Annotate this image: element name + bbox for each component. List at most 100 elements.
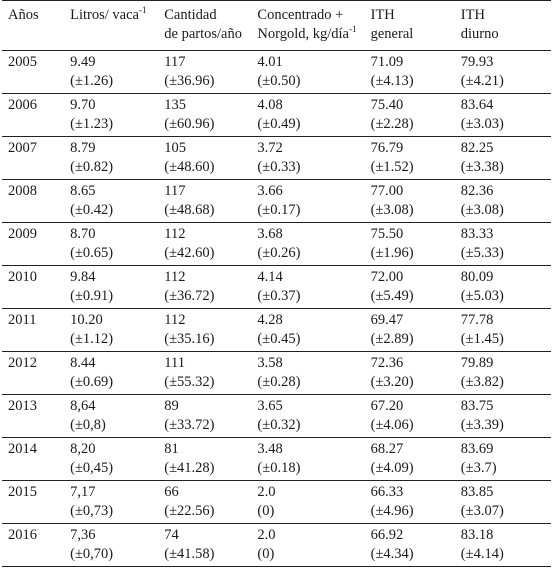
std-deviation: (±0.69) [70, 374, 114, 390]
ith-general-cell: 67.20 (±4.06) [371, 395, 461, 438]
mean-value: 2.0 [257, 484, 276, 500]
litros-cell: 8.44 (±0.69) [70, 352, 164, 395]
litros-cell: 8.65 (±0.42) [70, 180, 164, 223]
std-deviation: (±1.12) [70, 331, 114, 347]
mean-value: 2.0 [257, 527, 276, 543]
mean-value: 83.18 [460, 527, 494, 543]
std-deviation: (±1.23) [70, 116, 114, 132]
ith-general-cell: 72.36 (±3.20) [371, 352, 461, 395]
std-deviation: (±35.16) [164, 331, 215, 347]
std-deviation: (±4.96) [370, 503, 414, 519]
std-deviation: (±2.28) [370, 116, 414, 132]
header-partos-text: Cantidad [164, 7, 217, 23]
litros-cell: 9.49 (±1.26) [70, 51, 164, 94]
mean-value: 80.09 [460, 269, 494, 285]
mean-value: 66 [164, 484, 179, 500]
header-concentrado-text: Norgold, kg/día [257, 26, 349, 42]
partos-cell: 117 (±48.68) [164, 180, 257, 223]
mean-value: 3.48 [257, 441, 283, 457]
ith-general-cell: 76.79 (±1.52) [371, 137, 461, 180]
mean-value: 83.69 [460, 441, 494, 457]
std-deviation: (±42.60) [164, 245, 215, 261]
std-deviation: (±1.45) [460, 331, 504, 347]
year-cell: 2015 [8, 484, 37, 500]
std-deviation: (±33.72) [164, 417, 215, 433]
std-deviation: (±55.32) [164, 374, 215, 390]
header-partos-line: Cantidad [164, 6, 257, 25]
litros-cell: 7,17 (±0,73) [70, 481, 164, 524]
std-deviation: (±0.91) [70, 288, 114, 304]
table-row: 2006 9.70 (±1.23) 135 (±60.96) 4.08 (±0.49) 75.… [2, 94, 551, 137]
partos-cell: 66 (±22.56) [164, 481, 257, 524]
ith-general-cell: 71.09 (±4.13) [371, 51, 461, 94]
std-deviation: (±5.33) [460, 245, 504, 261]
table-row: 2010 9.84 (±0.91) 112 (±36.72) 4.14 (±0.37) 72.… [2, 266, 551, 309]
mean-value: 83.75 [460, 398, 494, 414]
mean-value: 8.44 [70, 355, 96, 371]
header-concentrado-text: Concentrado + [257, 7, 344, 23]
mean-value: 72.00 [370, 269, 404, 285]
std-deviation: (±48.68) [164, 202, 215, 218]
mean-value: 9.49 [70, 54, 96, 70]
mean-value: 8.65 [70, 183, 96, 199]
partos-cell: 105 (±48.60) [164, 137, 257, 180]
std-deviation: (±1.26) [70, 73, 114, 89]
partos-cell: 112 (±42.60) [164, 223, 257, 266]
mean-value: 8.70 [70, 226, 96, 242]
litros-cell: 10.20 (±1.12) [70, 309, 164, 352]
mean-value: 4.28 [257, 312, 283, 328]
mean-value: 4.14 [257, 269, 283, 285]
header-litros-line: Litros/ vaca-1 [70, 6, 164, 25]
ith-diurno-cell: 80.09 (±5.03) [461, 266, 551, 309]
std-deviation: (±41.28) [164, 460, 215, 476]
mean-value: 10.20 [70, 312, 103, 328]
ith-diurno-cell: 82.36 (±3.08) [461, 180, 551, 223]
year-cell: 2005 [8, 54, 37, 70]
ith-diurno-cell: 83.64 (±3.03) [461, 94, 551, 137]
mean-value: 8.79 [70, 140, 96, 156]
litros-cell: 9.70 (±1.23) [70, 94, 164, 137]
ith-general-cell: 66.33 (±4.96) [371, 481, 461, 524]
std-deviation: (±5.49) [370, 288, 414, 304]
ith-general-cell: 72.00 (±5.49) [371, 266, 461, 309]
header-years: Años [2, 1, 70, 51]
mean-value: 8,64 [70, 398, 96, 414]
ith-diurno-cell: 83.33 (±5.33) [461, 223, 551, 266]
header-ith-diurno-line: ITH [461, 6, 551, 25]
header-ith-general-line: ITH [371, 6, 461, 25]
partos-cell: 74 (±41.58) [164, 524, 257, 567]
concentrado-cell: 3.72 (±0.33) [257, 137, 370, 180]
std-deviation: (±0.50) [257, 73, 301, 89]
ith-general-cell: 69.47 (±2.89) [371, 309, 461, 352]
ith-diurno-cell: 83.18 (±4.14) [461, 524, 551, 567]
std-deviation: (±36.96) [164, 73, 215, 89]
mean-value: 3.72 [257, 140, 283, 156]
concentrado-cell: 3.58 (±0.28) [257, 352, 370, 395]
mean-value: 117 [164, 183, 186, 199]
header-ith-general: ITH general [371, 1, 461, 51]
mean-value: 76.79 [370, 140, 404, 156]
std-deviation: (±48.60) [164, 159, 215, 175]
std-deviation: (±0,70) [70, 546, 114, 562]
ith-diurno-cell: 82.25 (±3.38) [461, 137, 551, 180]
concentrado-cell: 3.65 (±0.32) [257, 395, 370, 438]
table-row: 2014 8,20 (±0,45) 81 (±41.28) 3.48 (±0.18) 68.2… [2, 438, 551, 481]
mean-value: 82.36 [460, 183, 494, 199]
header-years-line: Años [8, 6, 70, 25]
mean-value: 83.33 [460, 226, 494, 242]
table-row: 2007 8.79 (±0.82) 105 (±48.60) 3.72 (±0.33) 76.… [2, 137, 551, 180]
ith-diurno-cell: 83.69 (±3.7) [461, 438, 551, 481]
std-deviation: (±22.56) [164, 503, 215, 519]
year-cell: 2010 [8, 269, 37, 285]
mean-value: 83.85 [460, 484, 494, 500]
header-years-text: Años [8, 7, 39, 23]
table-row: 2009 8.70 (±0.65) 112 (±42.60) 3.68 (±0.26) 75.… [2, 223, 551, 266]
partos-cell: 111 (±55.32) [164, 352, 257, 395]
std-deviation: (±3.38) [460, 159, 504, 175]
ith-diurno-cell: 79.89 (±3.82) [461, 352, 551, 395]
std-deviation: (±0.26) [257, 245, 301, 261]
table-row: 2008 8.65 (±0.42) 117 (±48.68) 3.66 (±0.17) 77.… [2, 180, 551, 223]
partos-cell: 112 (±36.72) [164, 266, 257, 309]
std-deviation: (±5.03) [460, 288, 504, 304]
